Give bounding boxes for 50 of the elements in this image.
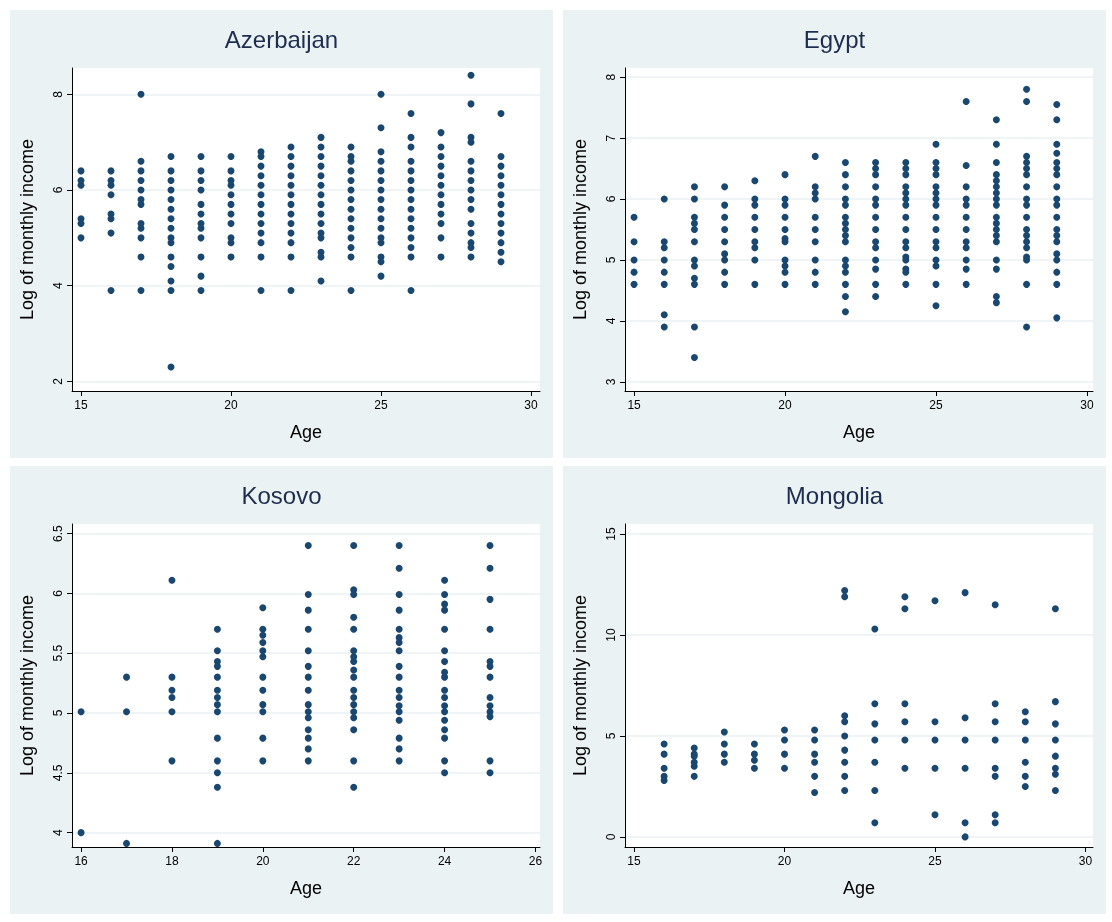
x-tick-label: 26 bbox=[528, 854, 543, 868]
x-tick-label: 20 bbox=[777, 854, 792, 868]
y-tick-label: 5.5 bbox=[51, 644, 65, 662]
x-tick-label: 30 bbox=[1078, 854, 1093, 868]
y-tick-label: 5 bbox=[51, 709, 65, 717]
chart-title: Azerbaijan bbox=[224, 25, 339, 53]
x-tick-label: 25 bbox=[374, 398, 388, 412]
x-tick-label: 18 bbox=[165, 854, 179, 868]
y-tick-label: 4.5 bbox=[51, 764, 65, 782]
y-tick-label: 4 bbox=[51, 282, 65, 290]
x-tick-label: 20 bbox=[224, 398, 238, 412]
y-tick-label: 6 bbox=[51, 186, 65, 194]
y-axis-title: Log of monthly income bbox=[17, 138, 37, 321]
y-tick-label: 6.5 bbox=[51, 524, 65, 542]
y-tick-label: 6 bbox=[604, 195, 618, 203]
x-tick-label: 25 bbox=[928, 854, 942, 868]
x-tick-label: 15 bbox=[627, 854, 642, 868]
x-tick-label: 30 bbox=[524, 398, 538, 412]
x-tick-label: 16 bbox=[74, 854, 89, 868]
y-tick-label: 2 bbox=[51, 377, 65, 385]
y-axis-title: Log of monthly income bbox=[17, 594, 37, 777]
y-tick-label: 8 bbox=[604, 73, 618, 81]
x-tick-label: 15 bbox=[627, 398, 642, 412]
y-axis-title: Log of monthly income bbox=[570, 138, 590, 321]
y-tick-label: 4 bbox=[51, 828, 65, 836]
y-tick-label: 8 bbox=[51, 90, 65, 98]
y-tick-label: 7 bbox=[604, 134, 618, 142]
x-tick-label: 24 bbox=[437, 854, 452, 868]
x-tick-label: 25 bbox=[929, 398, 943, 412]
x-tick-label: 15 bbox=[74, 398, 88, 412]
y-tick-label: 10 bbox=[604, 628, 618, 642]
x-tick-label: 20 bbox=[256, 854, 270, 868]
x-axis-title: Age bbox=[289, 422, 323, 442]
chart-title: Mongolia bbox=[785, 481, 884, 509]
x-axis-title: Age bbox=[842, 422, 876, 442]
y-tick-label: 15 bbox=[604, 527, 618, 541]
y-axis-title: Log of monthly income bbox=[570, 594, 590, 777]
chart-title: Egypt bbox=[803, 25, 866, 53]
y-tick-label: 4 bbox=[604, 317, 618, 325]
x-axis-title: Age bbox=[289, 878, 323, 898]
y-tick-label: 3 bbox=[604, 378, 618, 386]
y-tick-label: 5 bbox=[604, 732, 618, 740]
y-tick-label: 6 bbox=[51, 589, 65, 597]
x-tick-label: 22 bbox=[347, 854, 361, 868]
x-axis-title: Age bbox=[842, 878, 876, 898]
chart-title: Kosovo bbox=[241, 481, 322, 509]
y-tick-label: 5 bbox=[604, 256, 618, 264]
x-tick-label: 30 bbox=[1080, 398, 1094, 412]
y-tick-label: 0 bbox=[604, 833, 618, 841]
x-tick-label: 20 bbox=[778, 398, 793, 412]
